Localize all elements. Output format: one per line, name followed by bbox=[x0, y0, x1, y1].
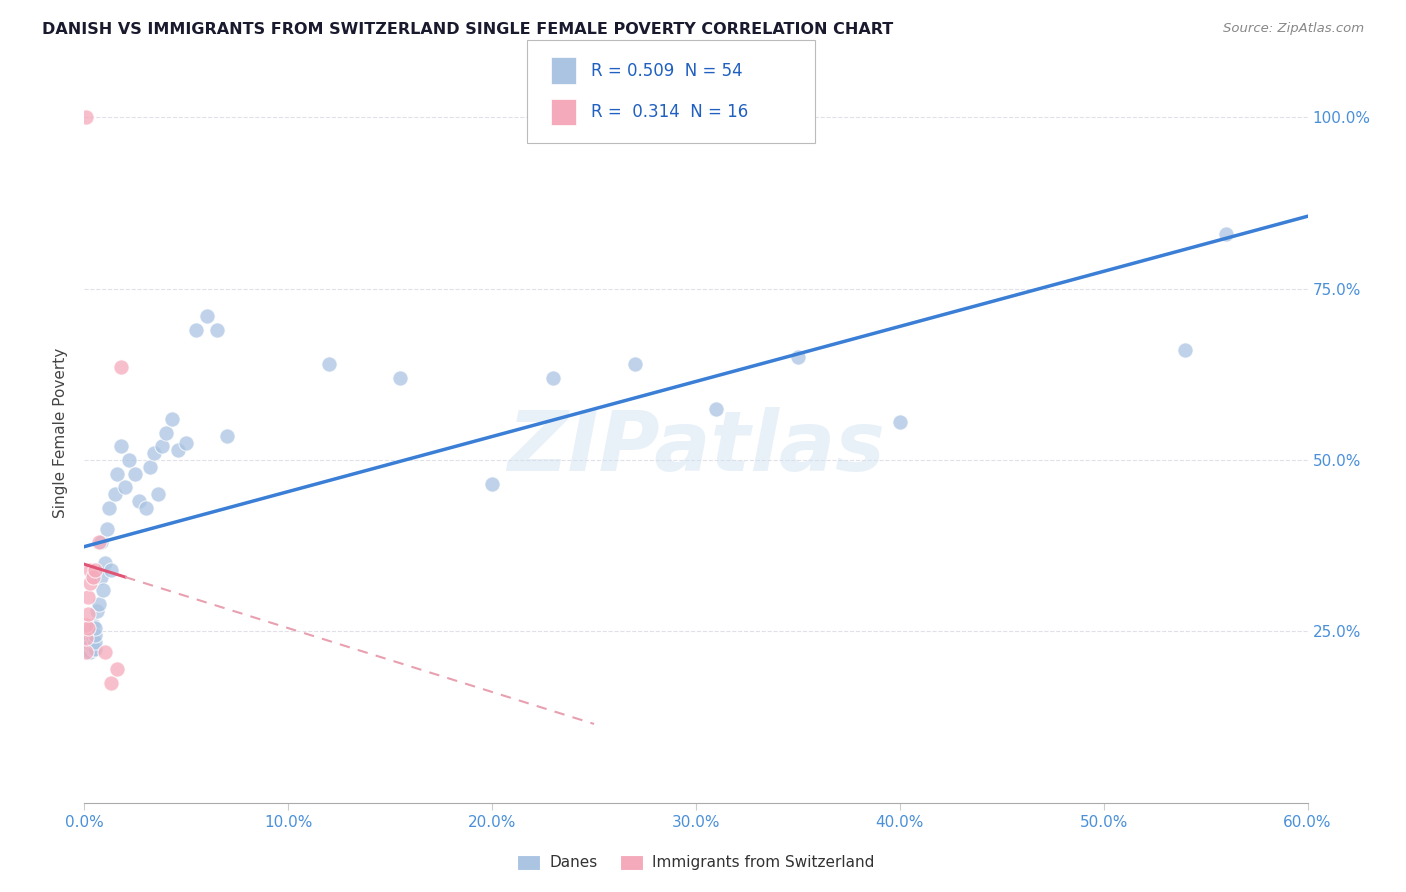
Point bbox=[77, 621, 100, 635]
Text: Source: ZipAtlas.com: Source: ZipAtlas.com bbox=[1223, 22, 1364, 36]
Point bbox=[79, 638, 101, 652]
Point bbox=[75, 617, 97, 632]
Legend: Danes, Immigrants from Switzerland: Danes, Immigrants from Switzerland bbox=[510, 848, 882, 877]
Point bbox=[77, 645, 100, 659]
Point bbox=[543, 371, 565, 385]
Point bbox=[96, 522, 118, 536]
Point bbox=[389, 371, 412, 385]
Point bbox=[91, 583, 114, 598]
Point bbox=[100, 563, 122, 577]
Point bbox=[160, 412, 183, 426]
Point bbox=[624, 357, 647, 371]
Y-axis label: Single Female Poverty: Single Female Poverty bbox=[53, 348, 69, 517]
Point bbox=[150, 439, 173, 453]
Point bbox=[79, 563, 101, 577]
Point bbox=[97, 501, 120, 516]
Point bbox=[75, 645, 97, 659]
Point bbox=[77, 607, 100, 622]
Text: ZIPatlas: ZIPatlas bbox=[508, 407, 884, 488]
Point bbox=[87, 597, 110, 611]
Point bbox=[104, 487, 127, 501]
Point bbox=[82, 632, 104, 646]
Point bbox=[83, 634, 105, 648]
Point bbox=[118, 453, 141, 467]
Point bbox=[93, 645, 115, 659]
Point bbox=[481, 477, 503, 491]
Point bbox=[787, 350, 810, 364]
Point bbox=[110, 360, 132, 375]
Point bbox=[142, 446, 165, 460]
Point bbox=[217, 429, 239, 443]
Point bbox=[86, 604, 108, 618]
Point bbox=[83, 628, 105, 642]
Point bbox=[318, 357, 340, 371]
Point bbox=[83, 621, 105, 635]
Text: R = 0.509  N = 54: R = 0.509 N = 54 bbox=[591, 62, 742, 79]
Text: R =  0.314  N = 16: R = 0.314 N = 16 bbox=[591, 103, 748, 121]
Point bbox=[100, 676, 122, 690]
Point bbox=[75, 632, 97, 646]
Point bbox=[128, 494, 150, 508]
Point bbox=[110, 439, 132, 453]
Point bbox=[1174, 343, 1197, 358]
Point bbox=[124, 467, 146, 481]
Point bbox=[93, 556, 115, 570]
Point bbox=[135, 501, 157, 516]
Point bbox=[889, 415, 911, 429]
Point bbox=[146, 487, 169, 501]
Point bbox=[77, 628, 100, 642]
Point bbox=[87, 535, 110, 549]
Point bbox=[114, 480, 136, 494]
Text: DANISH VS IMMIGRANTS FROM SWITZERLAND SINGLE FEMALE POVERTY CORRELATION CHART: DANISH VS IMMIGRANTS FROM SWITZERLAND SI… bbox=[42, 22, 893, 37]
Point bbox=[82, 617, 104, 632]
Point bbox=[706, 401, 728, 416]
Point bbox=[90, 569, 112, 583]
Point bbox=[79, 645, 101, 659]
Point bbox=[195, 309, 218, 323]
Point bbox=[77, 634, 100, 648]
Point bbox=[105, 467, 128, 481]
Point bbox=[105, 662, 128, 676]
Point bbox=[82, 569, 104, 583]
Point bbox=[82, 641, 104, 656]
Point bbox=[83, 563, 105, 577]
Point bbox=[75, 110, 97, 124]
Point bbox=[79, 576, 101, 591]
Point bbox=[75, 641, 97, 656]
Point bbox=[75, 638, 97, 652]
Point bbox=[174, 436, 197, 450]
Point bbox=[138, 459, 160, 474]
Point bbox=[90, 535, 112, 549]
Point bbox=[167, 442, 190, 457]
Point bbox=[186, 323, 208, 337]
Point bbox=[155, 425, 177, 440]
Point bbox=[83, 641, 105, 656]
Point bbox=[77, 590, 100, 604]
Point bbox=[205, 323, 228, 337]
Point bbox=[1215, 227, 1237, 241]
Point bbox=[79, 624, 101, 639]
